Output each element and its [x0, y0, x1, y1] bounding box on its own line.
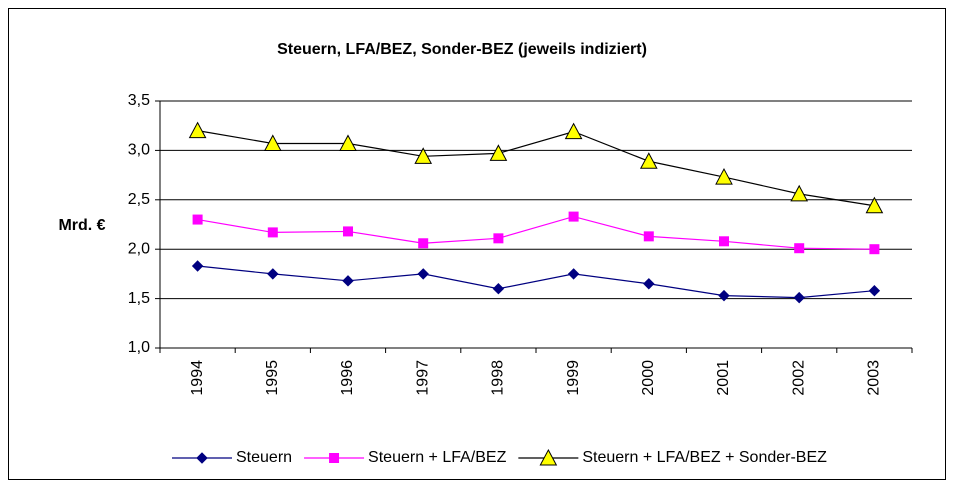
marker [489, 144, 508, 161]
legend-label: Steuern + LFA/BEZ [368, 449, 507, 466]
x-tick-label: 1999 [565, 360, 582, 396]
x-tick-label: 2001 [715, 360, 732, 396]
marker [263, 134, 282, 151]
x-tick-label: 1998 [490, 360, 507, 396]
line [197, 130, 875, 207]
x-tick-label: 2000 [640, 360, 657, 396]
chart-border [8, 8, 946, 480]
marker [643, 278, 655, 290]
marker [567, 268, 580, 280]
marker [342, 275, 354, 287]
marker [343, 226, 353, 237]
marker [793, 291, 805, 304]
marker [267, 227, 278, 238]
y-tick-label: 2,0 [128, 240, 150, 257]
marker [188, 121, 207, 139]
marker [643, 231, 654, 242]
marker [267, 268, 279, 280]
marker [191, 260, 204, 272]
y-tick-label: 3,5 [128, 92, 150, 109]
x-tick-label: 2002 [790, 360, 807, 396]
marker [417, 268, 429, 280]
marker [539, 448, 558, 466]
y-tick-label: 2,5 [128, 191, 150, 208]
marker [715, 168, 733, 185]
x-tick-label: 1996 [339, 360, 356, 396]
legend-label: Steuern + LFA/BEZ + Sonder-BEZ [582, 449, 827, 466]
chart-title: Steuern, LFA/BEZ, Sonder-BEZ (jeweils in… [277, 41, 647, 58]
marker [339, 134, 357, 151]
legend-label: Steuern [236, 449, 292, 466]
line [197, 215, 875, 250]
x-tick-label: 1997 [414, 360, 431, 396]
marker [329, 453, 340, 463]
marker [719, 236, 729, 247]
marker [418, 238, 429, 249]
marker [718, 289, 730, 302]
marker [639, 152, 658, 169]
marker [493, 233, 504, 244]
line [197, 265, 875, 299]
marker [868, 284, 881, 297]
marker [414, 147, 433, 164]
x-tick-label: 2003 [866, 360, 883, 396]
marker [869, 244, 880, 255]
y-tick-label: 3,0 [128, 142, 150, 159]
x-tick-label: 1994 [189, 360, 206, 396]
marker [794, 243, 805, 254]
y-axis-label: Mrd. € [58, 217, 105, 234]
marker [568, 211, 579, 222]
marker [865, 196, 884, 214]
y-tick-label: 1,0 [128, 339, 150, 356]
marker [192, 214, 203, 225]
marker [564, 122, 583, 140]
marker [492, 283, 505, 295]
marker [790, 184, 809, 202]
x-tick-label: 1995 [264, 360, 281, 396]
y-tick-label: 1,5 [128, 290, 150, 307]
marker [196, 452, 208, 464]
